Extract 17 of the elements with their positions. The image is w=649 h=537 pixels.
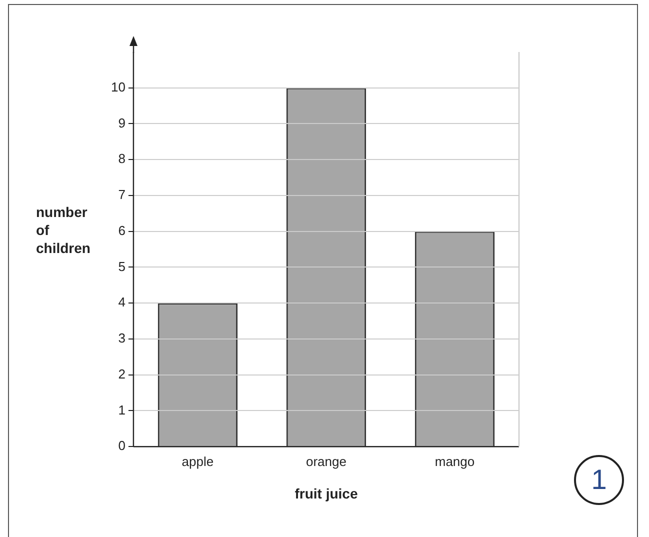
y-tick-label: 2 bbox=[118, 366, 126, 382]
y-axis-title: number of children bbox=[36, 203, 92, 257]
y-tick-label: 1 bbox=[118, 402, 126, 418]
x-tick-label: orange bbox=[306, 454, 346, 469]
y-tick-label: 10 bbox=[110, 79, 126, 94]
text: 1 bbox=[574, 455, 624, 505]
y-tick-label: 0 bbox=[118, 438, 126, 454]
y-tick-label: 6 bbox=[118, 222, 126, 238]
y-tick-label: 7 bbox=[118, 187, 126, 202]
y-tick-label: 4 bbox=[118, 294, 126, 310]
y-tick-label: 8 bbox=[118, 151, 126, 166]
y-tick-label: 5 bbox=[118, 258, 126, 274]
x-axis-title: fruit juice bbox=[294, 485, 358, 502]
y-tick-label: 3 bbox=[118, 330, 126, 346]
x-tick-label: apple bbox=[182, 454, 214, 469]
x-tick-label: mango bbox=[434, 454, 475, 469]
y-tick-label: 9 bbox=[118, 115, 126, 130]
